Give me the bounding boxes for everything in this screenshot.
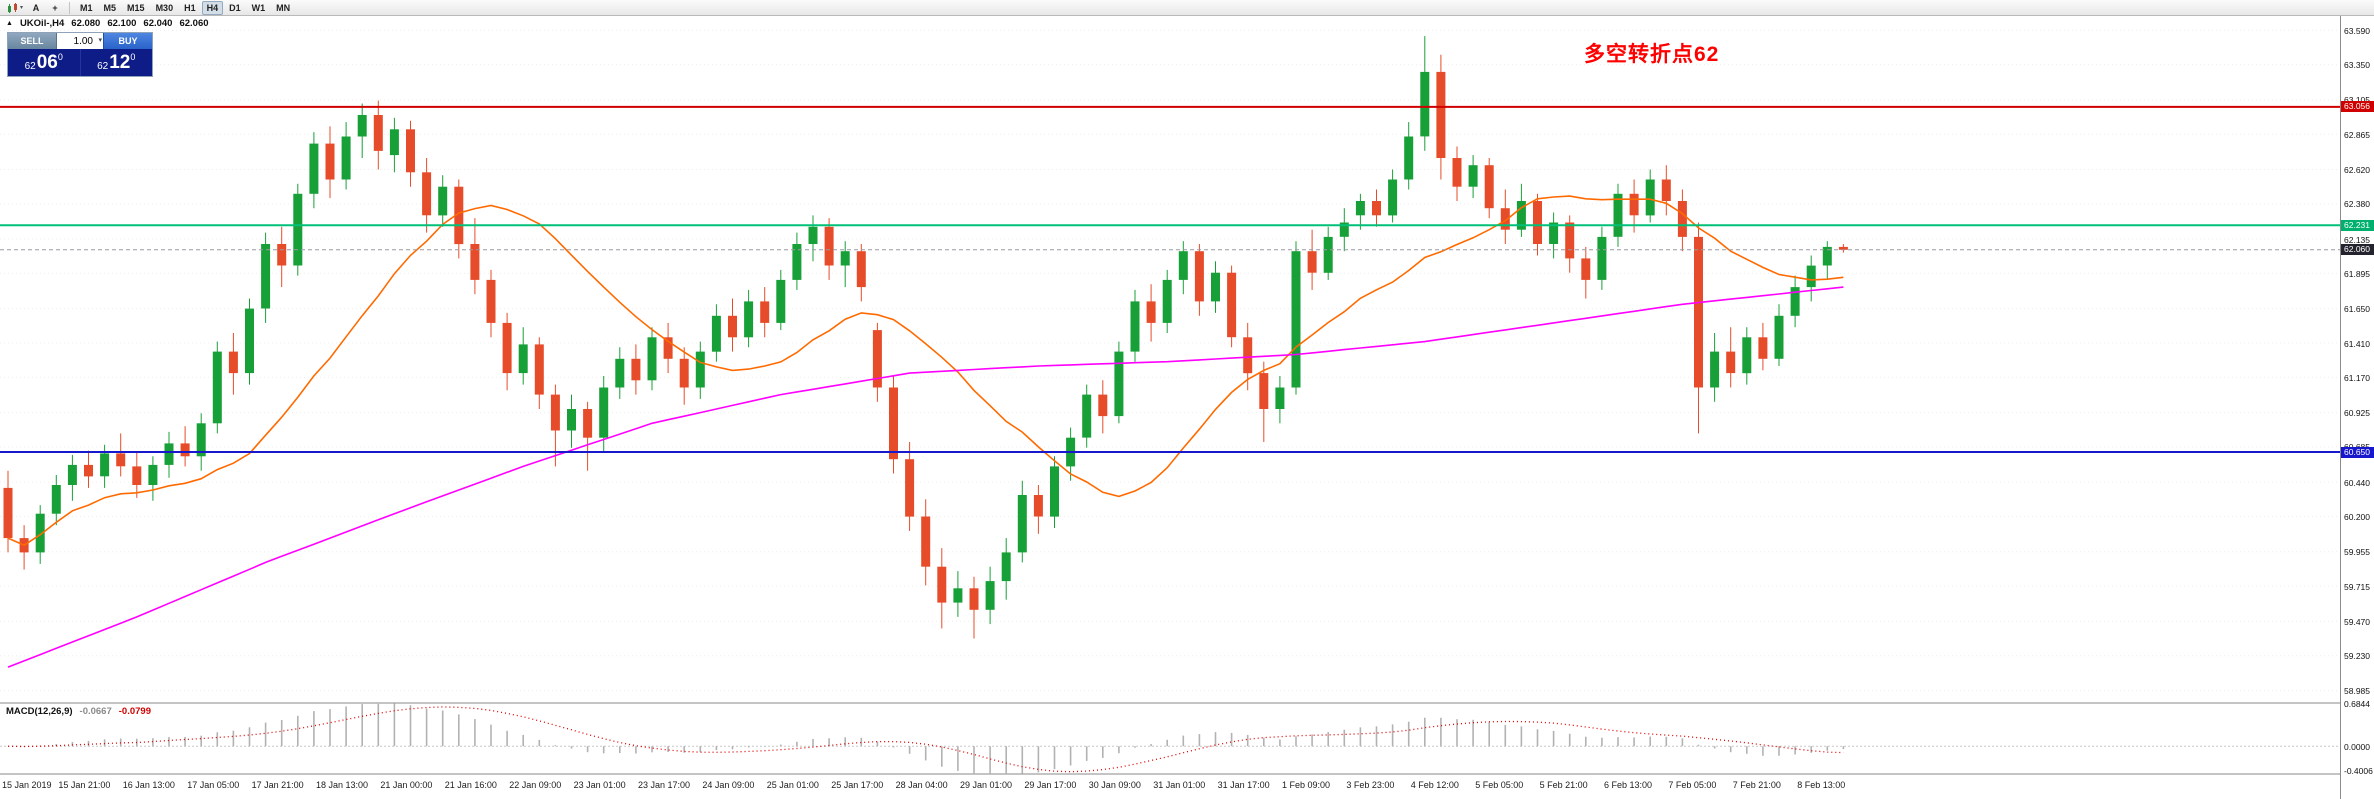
ohlc-high: 62.100 — [107, 18, 137, 29]
price-axis-label: 61.895 — [2344, 268, 2370, 279]
lot-size-input[interactable]: 1.00 ▾ — [57, 33, 103, 49]
price-axis-label: 63.105 — [2344, 95, 2370, 106]
symbol-name: UKOil-,H4 — [19, 18, 65, 29]
price-axis-label: 59.955 — [2344, 547, 2370, 558]
ohlc-open: 62.080 — [71, 18, 101, 29]
price-axis-label: 63.590 — [2344, 25, 2370, 36]
tf-button-m30[interactable]: M30 — [155, 2, 174, 13]
tf-button-mn[interactable]: MN — [276, 2, 291, 13]
symbol-header: ▲ UKOil-,H4 62.080 62.100 62.040 62.060 — [6, 18, 209, 29]
time-axis-label: 30 Jan 09:00 — [1088, 780, 1141, 790]
sell-button[interactable]: SELL — [8, 33, 57, 49]
top-toolbar: ▾ A + M1 M5 M15 M30 H1 H4 D1 W1 MN — [0, 0, 2374, 16]
price-axis-label: 63.350 — [2344, 60, 2370, 71]
lot-size-value: 1.00 — [73, 35, 93, 47]
tf-button-d1[interactable]: D1 — [229, 2, 241, 13]
time-axis-label: 7 Feb 05:00 — [1668, 780, 1717, 790]
tf-button-h4[interactable]: H4 — [201, 0, 224, 15]
cursor-button[interactable]: A — [27, 1, 45, 15]
price-axis-label: 60.440 — [2344, 477, 2370, 488]
chart-type-button[interactable]: ▾ — [4, 1, 26, 15]
time-axis-label: 21 Jan 16:00 — [444, 780, 497, 790]
time-axis-label: 15 Jan 2019 — [2, 780, 52, 790]
tf-button-m1[interactable]: M1 — [80, 2, 93, 13]
time-axis-label: 22 Jan 09:00 — [509, 780, 562, 790]
macd-name: MACD(12,26,9) — [6, 706, 73, 717]
crosshair-button[interactable]: + — [46, 1, 64, 15]
time-axis-label: 18 Jan 13:00 — [316, 780, 369, 790]
bid-ask-display: 62 06 0 62 12 0 — [8, 49, 152, 76]
tf-button-h1[interactable]: H1 — [184, 2, 196, 13]
time-axis-label: 16 Jan 13:00 — [122, 780, 175, 790]
time-axis-label: 25 Jan 17:00 — [831, 780, 884, 790]
lot-spinner-icon[interactable]: ▾ — [98, 37, 102, 44]
tf-button-w1[interactable]: W1 — [251, 2, 266, 13]
buy-button[interactable]: BUY — [103, 33, 152, 49]
price-line-badge: 62.231 — [2341, 219, 2374, 231]
price-axis-label: 60.200 — [2344, 512, 2370, 523]
price-axis-label: 59.230 — [2344, 651, 2370, 662]
ohlc-close: 62.060 — [179, 18, 209, 29]
time-axis-label: 7 Feb 21:00 — [1732, 780, 1781, 790]
price-line-badge: 60.650 — [2341, 446, 2374, 458]
macd-axis-label: 0.6844 — [2344, 699, 2370, 710]
time-axis-label: 8 Feb 13:00 — [1797, 780, 1846, 790]
time-axis-label: 5 Feb 05:00 — [1475, 780, 1524, 790]
time-axis-label: 24 Jan 09:00 — [702, 780, 755, 790]
crosshair-icon: + — [52, 2, 58, 13]
price-axis-label: 62.865 — [2344, 129, 2370, 140]
time-axis-label: 17 Jan 21:00 — [251, 780, 304, 790]
price-line-badge: 62.060 — [2341, 244, 2374, 256]
cursor-a-icon: A — [32, 2, 40, 13]
chevron-down-icon: ▾ — [20, 5, 24, 11]
time-axis-label: 31 Jan 01:00 — [1153, 780, 1206, 790]
time-axis-label: 17 Jan 05:00 — [187, 780, 240, 790]
price-axis-label: 58.985 — [2344, 686, 2370, 697]
time-axis-label: 1 Feb 09:00 — [1282, 780, 1331, 790]
macd-value: -0.0667 — [79, 706, 112, 717]
toolbar-separator — [69, 1, 71, 14]
time-axis-label: 31 Jan 17:00 — [1217, 780, 1270, 790]
price-axis-label: 61.410 — [2344, 338, 2370, 349]
time-axis-label: 29 Jan 17:00 — [1024, 780, 1077, 790]
time-axis-label: 25 Jan 01:00 — [766, 780, 819, 790]
price-axis-label: 59.470 — [2344, 616, 2370, 627]
sell-price: 62 06 0 — [24, 51, 63, 73]
price-axis-label: 62.380 — [2344, 199, 2370, 210]
timeframe-group: M1 M5 M15 M30 H1 H4 D1 W1 MN — [75, 0, 295, 15]
ohlc-low: 62.040 — [143, 18, 173, 29]
macd-indicator-label: MACD(12,26,9) -0.0667 -0.0799 — [6, 706, 151, 717]
macd-signal-value: -0.0799 — [118, 706, 151, 717]
macd-axis-label: 0.0000 — [2344, 741, 2370, 752]
time-axis-label: 5 Feb 21:00 — [1539, 780, 1588, 790]
tf-button-m15[interactable]: M15 — [127, 2, 145, 13]
time-axis-label: 29 Jan 01:00 — [960, 780, 1013, 790]
symbol-expand-icon[interactable]: ▲ — [6, 20, 13, 27]
price-axis-label: 61.650 — [2344, 304, 2370, 315]
price-axis-label: 60.925 — [2344, 408, 2370, 419]
time-axis-label: 28 Jan 04:00 — [895, 780, 948, 790]
chart-canvas[interactable] — [0, 16, 2340, 776]
price-axis-label: 61.170 — [2344, 372, 2370, 383]
buy-price: 62 12 0 — [79, 49, 153, 76]
time-axis-label: 4 Feb 12:00 — [1410, 780, 1459, 790]
chart-annotation: 多空转折点62 — [1584, 43, 1720, 66]
price-axis[interactable]: 63.590 63.350 63.105 62.865 62.620 62.380 62.1… — [2340, 16, 2374, 799]
time-axis-label: 15 Jan 21:00 — [58, 780, 111, 790]
time-axis-label: 6 Feb 13:00 — [1604, 780, 1653, 790]
time-axis-label: 23 Jan 01:00 — [573, 780, 626, 790]
price-axis-label: 62.135 — [2344, 234, 2370, 245]
candlestick-chart-icon — [8, 2, 17, 13]
tf-button-m5[interactable]: M5 — [103, 2, 117, 13]
time-axis-label: 23 Jan 17:00 — [638, 780, 691, 790]
macd-axis-label: -0.4006 — [2344, 766, 2373, 777]
time-axis[interactable]: 15 Jan 2019 15 Jan 21:00 16 Jan 13:00 17 Ja… — [0, 776, 2340, 799]
price-axis-label: 59.715 — [2344, 581, 2370, 592]
chart-window: 63.590 63.350 63.105 62.865 62.620 62.380 62.1… — [0, 16, 2374, 799]
time-axis-label: 3 Feb 23:00 — [1346, 780, 1395, 790]
price-axis-label: 62.620 — [2344, 164, 2370, 175]
time-axis-label: 21 Jan 00:00 — [380, 780, 433, 790]
price-line-badge: 63.056 — [2341, 101, 2374, 113]
one-click-trade-panel: SELL 1.00 ▾ BUY 62 06 0 62 12 0 — [8, 33, 152, 76]
